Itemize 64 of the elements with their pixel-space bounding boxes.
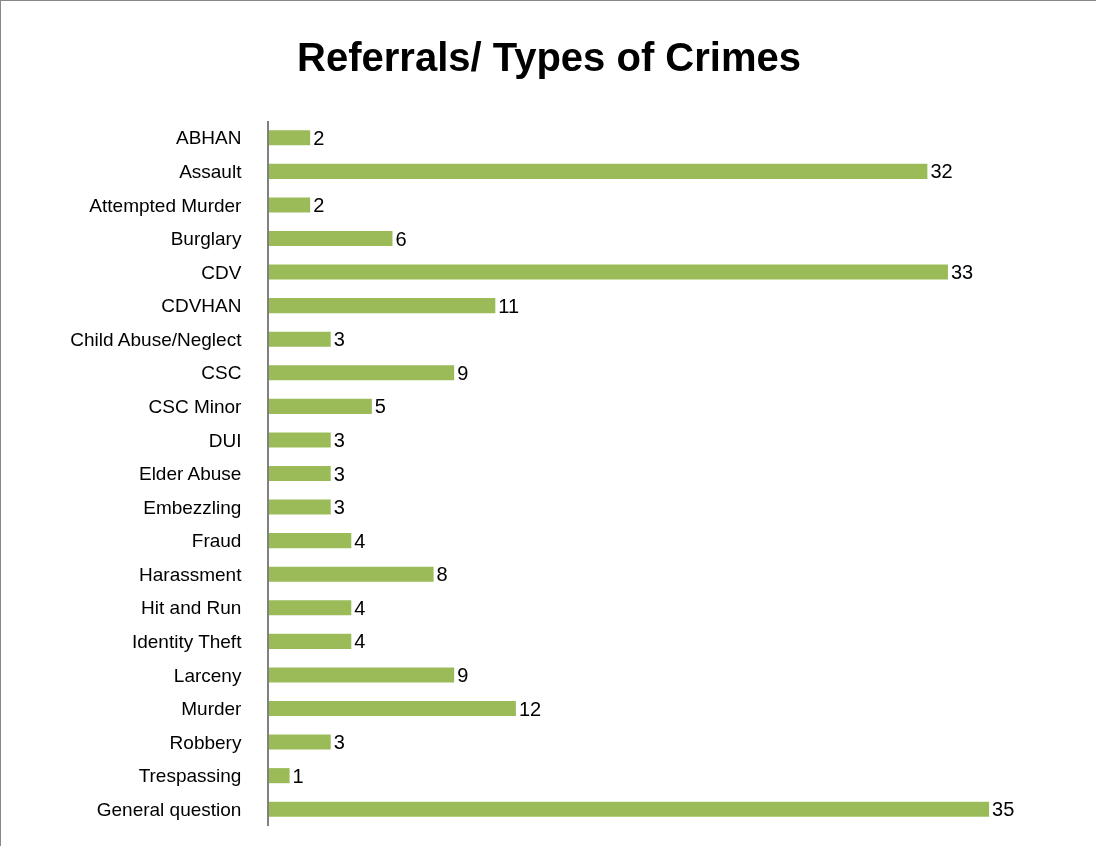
y-tick-label: Trespassing	[138, 765, 242, 787]
y-tick-label: Attempted Murder	[89, 194, 243, 216]
data-label: 33	[950, 261, 974, 284]
data-label: 5	[374, 395, 386, 418]
bar	[269, 633, 352, 649]
bar	[269, 499, 331, 515]
y-tick-label: Assault	[179, 161, 243, 183]
y-tick-label: General question	[96, 798, 242, 820]
data-label: 4	[354, 630, 366, 653]
y-tick-label: Child Abuse/Neglect	[70, 328, 243, 350]
data-label: 9	[457, 663, 469, 686]
bar	[269, 264, 948, 280]
bar	[269, 533, 352, 549]
data-label: 4	[354, 529, 366, 552]
y-tick-label: CSC Minor	[148, 396, 243, 418]
data-label: 8	[436, 563, 448, 586]
y-tick-label: CDVHAN	[161, 295, 242, 317]
data-label: 6	[395, 227, 407, 250]
data-label: 12	[518, 697, 542, 720]
bar	[269, 163, 928, 179]
bar	[269, 734, 331, 750]
bar	[269, 331, 331, 347]
data-label: 3	[333, 462, 345, 485]
bar	[269, 432, 331, 448]
y-tick-label: Fraud	[191, 530, 242, 552]
bar	[269, 667, 455, 683]
bar	[269, 768, 290, 784]
data-label: 9	[457, 361, 469, 384]
bar	[269, 298, 496, 314]
y-tick-label: DUI	[208, 429, 242, 451]
data-label: 11	[498, 294, 520, 317]
data-label: 3	[333, 428, 345, 451]
bar	[269, 230, 393, 247]
data-label: 2	[313, 126, 325, 149]
bar	[269, 398, 372, 414]
y-tick-label: Elder Abuse	[138, 463, 242, 485]
data-label: 3	[333, 731, 345, 754]
bar	[269, 566, 434, 582]
y-tick-label: Burglary	[170, 228, 242, 250]
data-label: 3	[333, 496, 345, 519]
y-tick-label: Embezzling	[143, 496, 242, 518]
y-tick-label: Murder	[181, 698, 243, 720]
y-tick-label: Robbery	[169, 731, 242, 753]
data-label: 2	[313, 193, 325, 216]
y-tick-label: CSC	[201, 362, 242, 384]
chart-title: Referrals/ Types of Crimes	[297, 35, 801, 80]
data-label: 1	[292, 764, 304, 787]
bar	[269, 600, 352, 616]
data-label: 35	[992, 798, 1015, 821]
bar	[269, 801, 990, 817]
bar	[269, 130, 311, 146]
y-tick-label: ABHAN	[175, 127, 242, 149]
y-tick-label: Larceny	[173, 664, 242, 686]
bar	[269, 197, 311, 213]
bar	[269, 700, 516, 717]
data-label: 4	[354, 596, 366, 619]
y-tick-label: Hit and Run	[141, 597, 242, 619]
data-label: 3	[333, 328, 345, 351]
y-tick-label: CDV	[201, 261, 242, 283]
y-tick-label: Harassment	[139, 563, 243, 585]
y-tick-label: Identity Theft	[131, 631, 243, 653]
bar	[269, 365, 455, 381]
bar	[269, 465, 331, 482]
data-label: 32	[930, 160, 953, 183]
